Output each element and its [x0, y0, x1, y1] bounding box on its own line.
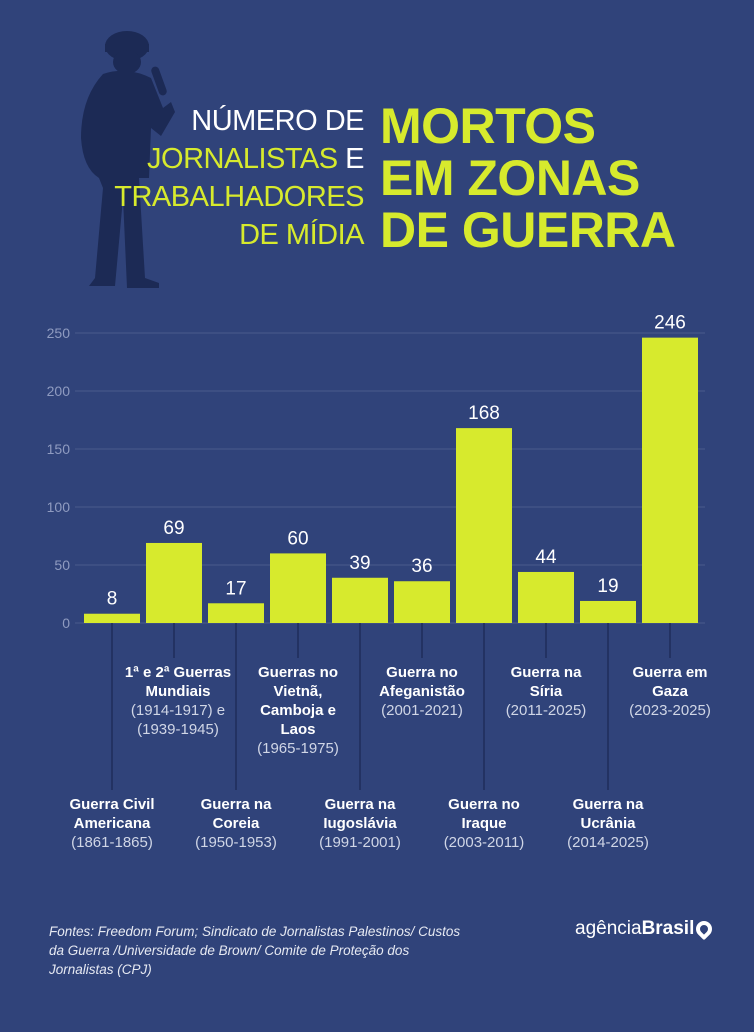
data-label: 8: [107, 589, 118, 610]
y-tick-label: 250: [47, 325, 71, 341]
y-tick-label: 200: [47, 383, 71, 399]
title-line: NÚMERO DE: [191, 105, 364, 137]
category-period: (2003-2011): [443, 834, 525, 851]
bar: [146, 542, 202, 623]
data-label: 19: [597, 576, 618, 597]
category-title: Guerra na Coreia: [200, 796, 272, 832]
category-label: Guerra Civil Americana (1861-1865): [52, 795, 172, 852]
data-label: 246: [654, 313, 686, 334]
category-title: Guerra em Gaza: [632, 664, 708, 700]
logo-icon: [693, 917, 716, 941]
category-label: Guerra na Síria (2011-2025): [501, 663, 591, 720]
y-tick-label: 150: [47, 441, 71, 457]
category-title: 1ª e 2ª Guerras Mundiais: [124, 664, 232, 700]
category-label: Guerra no Afeganistão (2001-2021): [362, 663, 482, 720]
category-label: Guerra no Iraque (2003-2011): [424, 795, 544, 852]
category-period: (2014-2025): [567, 834, 649, 851]
title-line: E: [337, 143, 364, 175]
category-title: Guerras no Vietnã, Camboja e Laos: [257, 664, 339, 738]
category-label: Guerra na Iugoslávia (1991-2001): [300, 795, 420, 852]
bar: [456, 428, 512, 623]
category-period: (1861-1865): [71, 834, 153, 851]
category-label: Guerra na Coreia (1950-1953): [176, 795, 296, 852]
title-highlight: JORNALISTAS: [147, 143, 338, 175]
data-label: 36: [411, 556, 432, 577]
data-label: 17: [225, 578, 246, 599]
bar: [332, 577, 388, 623]
data-label: 69: [163, 518, 184, 539]
y-tick-label: 50: [54, 557, 70, 573]
category-title: Guerra na Ucrânia: [572, 796, 644, 832]
category-title: Guerra na Iugoslávia: [323, 796, 397, 832]
title-line: DE GUERRA: [380, 202, 676, 258]
category-title: Guerra no Afeganistão: [379, 664, 465, 700]
category-period: (1914-1917) e (1939-1945): [130, 702, 226, 738]
category-period: (1950-1953): [195, 834, 277, 851]
bar: [84, 613, 140, 623]
bar: [518, 571, 574, 623]
bar: [270, 553, 326, 623]
category-label: Guerras no Vietnã, Camboja e Laos (1965-1…: [248, 663, 348, 758]
y-tick-label: 100: [47, 499, 71, 515]
category-title: Guerra Civil Americana: [69, 796, 155, 832]
bar: [580, 600, 636, 623]
y-tick-label: 0: [62, 615, 70, 631]
category-period: (2023-2025): [629, 702, 711, 719]
data-label: 44: [535, 547, 557, 568]
logo-text: agência: [575, 918, 642, 939]
category-period: (1965-1975): [257, 740, 339, 757]
category-title: Guerra no Iraque: [448, 796, 520, 832]
title-highlight: DE MÍDIA: [239, 219, 364, 251]
data-label: 60: [287, 528, 308, 549]
category-label: Guerra na Ucrânia (2014-2025): [548, 795, 668, 852]
journalist-silhouette: [81, 31, 175, 288]
bar-chart: 0 50 100 150 200 250 8 69 17 60 39 36 168 44 19 246: [47, 313, 705, 790]
title-left: NÚMERO DE JORNALISTAS E TRABALHADORES DE…: [114, 102, 364, 254]
data-label: 39: [349, 553, 370, 574]
data-label: 168: [468, 403, 500, 424]
agencia-brasil-logo: agência Brasil: [575, 917, 716, 941]
category-period: (1991-2001): [319, 834, 401, 851]
title-line: EM ZONAS: [380, 150, 640, 206]
sources-note: Fontes: Freedom Forum; Sindicato de Jorn…: [49, 924, 461, 977]
bar: [394, 581, 450, 623]
category-label: 1ª e 2ª Guerras Mundiais (1914-1917) e (1…: [123, 663, 233, 739]
bar: [642, 337, 698, 623]
title-right: MORTOS EM ZONAS DE GUERRA: [380, 100, 676, 256]
category-label: Guerra em Gaza (2023-2025): [625, 663, 715, 720]
bar: [208, 603, 264, 623]
category-period: (2011-2025): [505, 702, 587, 719]
category-period: (2001-2021): [381, 702, 463, 719]
category-title: Guerra na Síria: [510, 664, 582, 700]
title-highlight: TRABALHADORES: [114, 181, 364, 213]
title-line: MORTOS: [380, 98, 596, 154]
logo-text-bold: Brasil: [641, 918, 695, 939]
